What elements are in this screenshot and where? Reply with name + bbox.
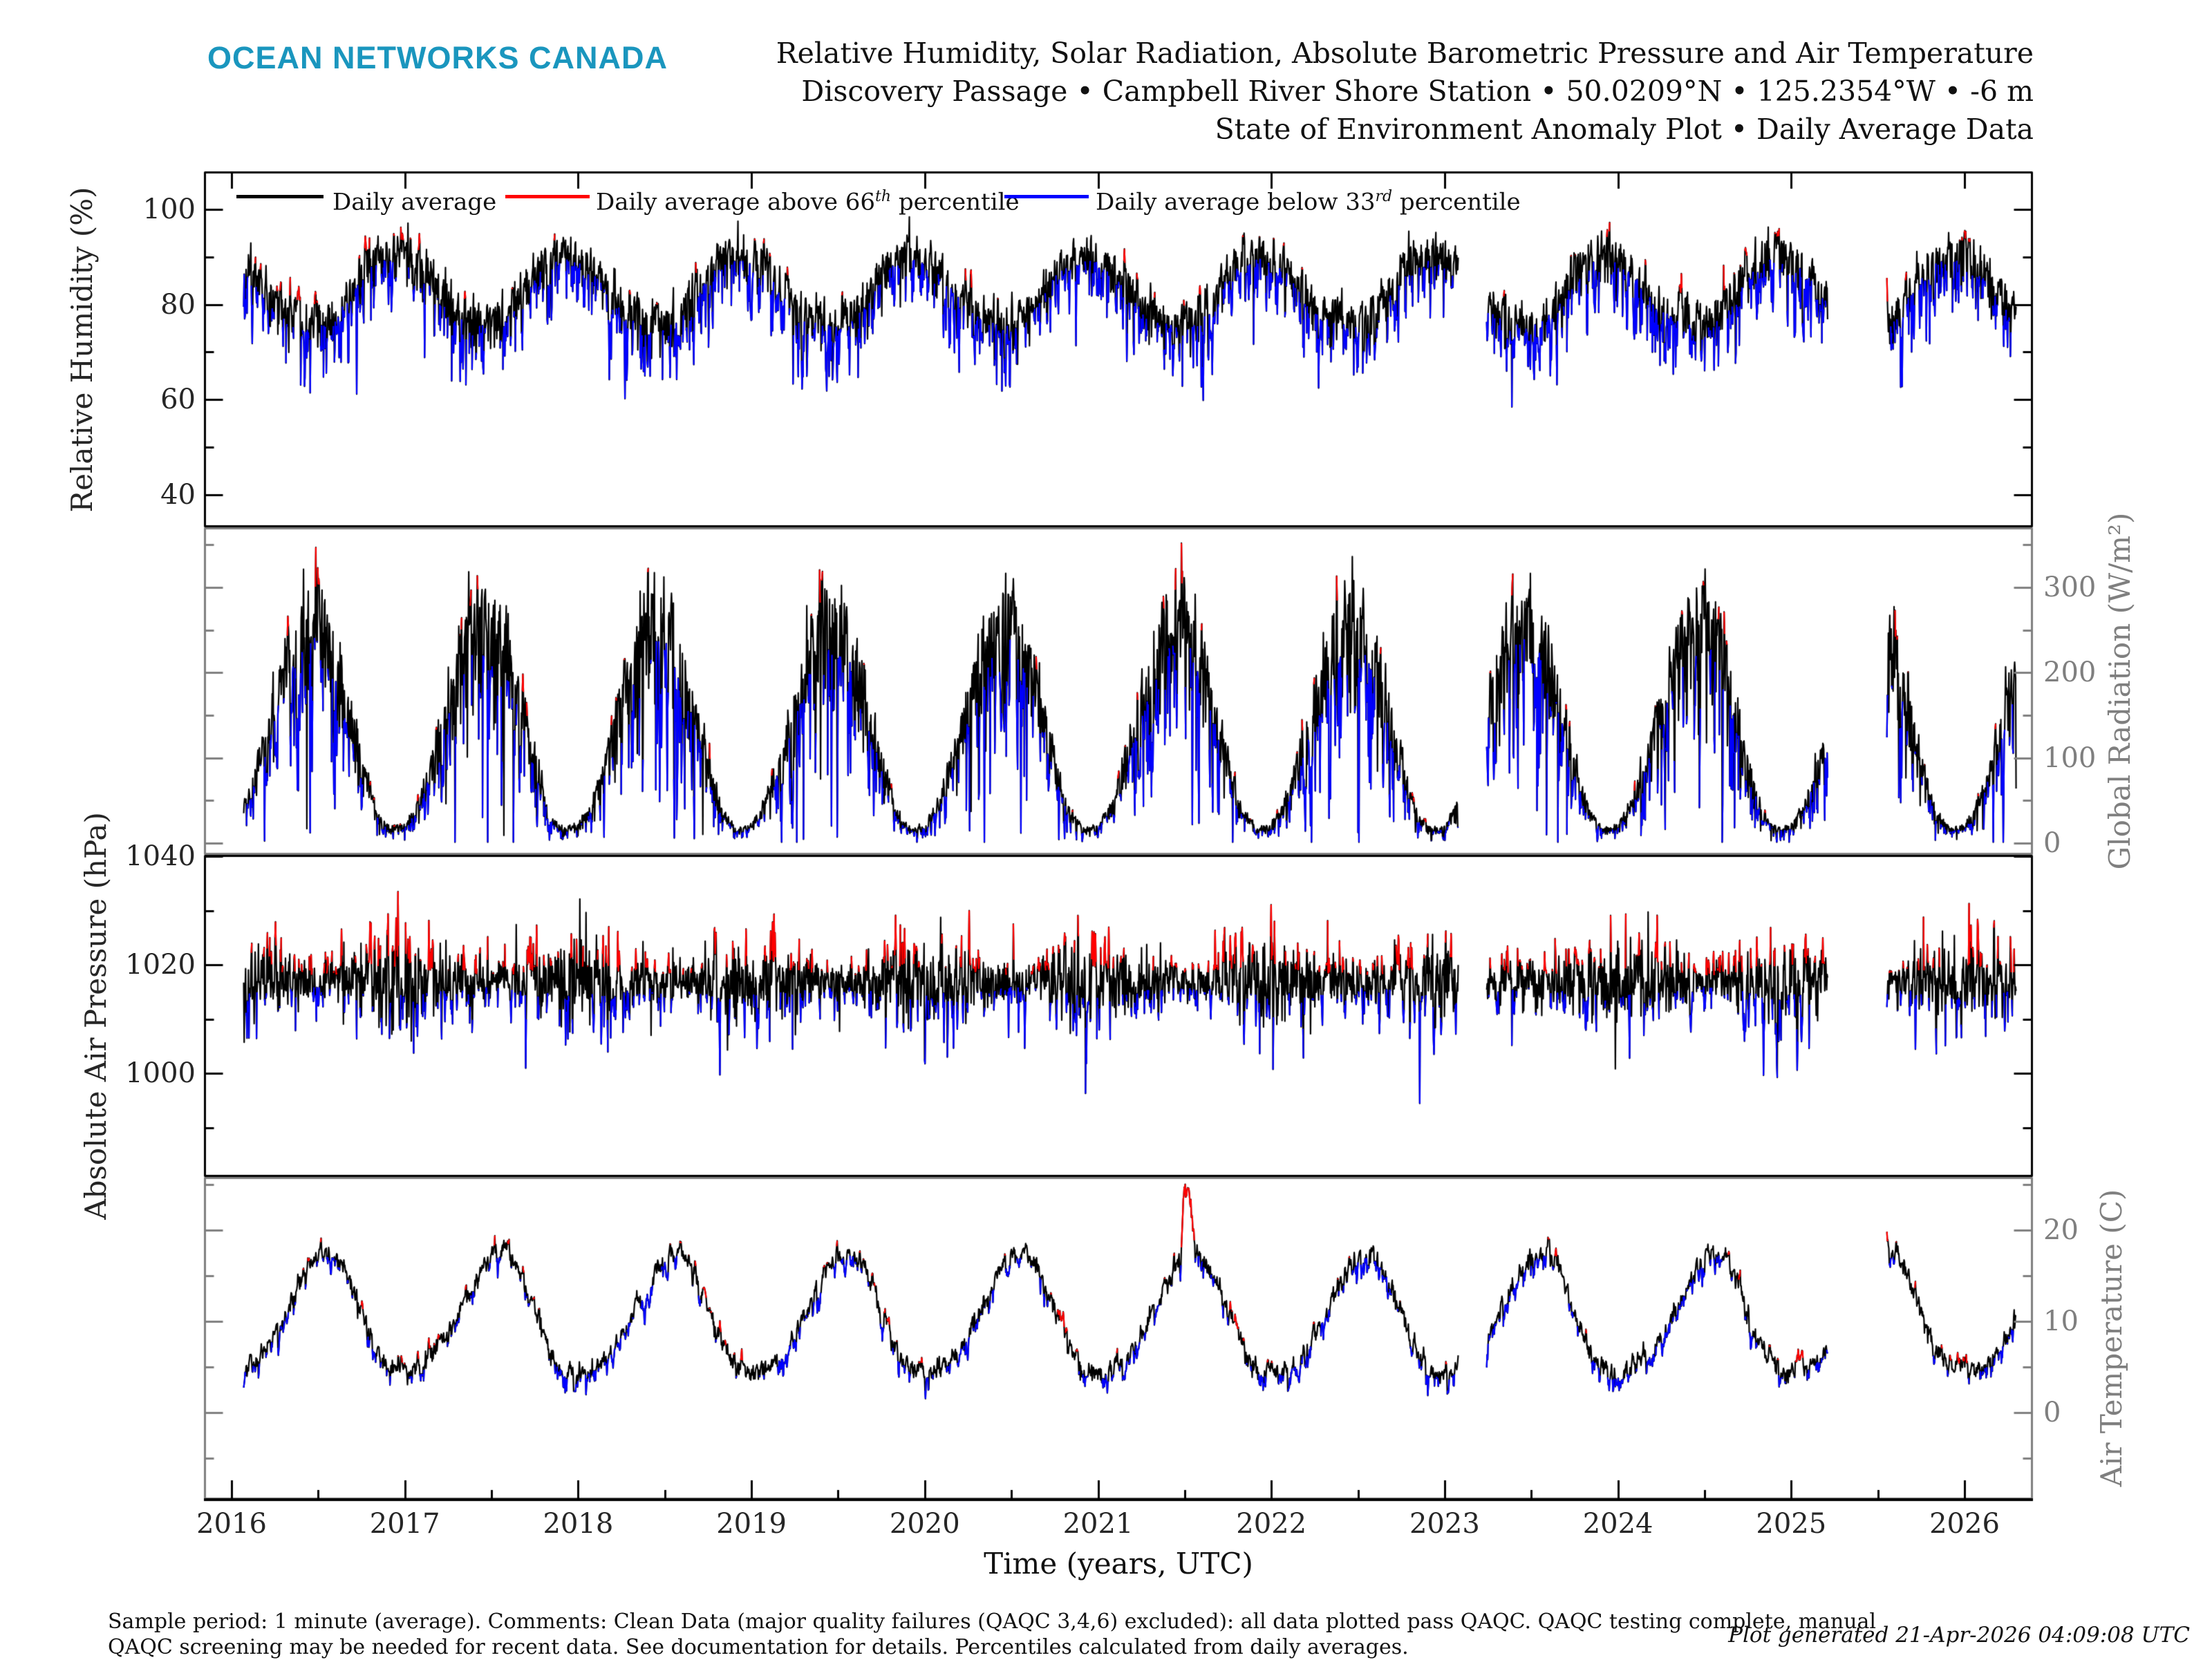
- x-tick-label: 2023: [1409, 1508, 1480, 1540]
- y-axis-label-air-pressure: Absolute Air Pressure (hPa): [78, 812, 113, 1220]
- y-tick-label: 1020: [125, 949, 196, 981]
- y-tick-label: 60: [160, 384, 196, 416]
- legend-line-above-66th: [505, 195, 590, 198]
- title-line-2: Discovery Passage • Campbell River Shore…: [801, 75, 2034, 108]
- x-tick-label: 2017: [369, 1508, 440, 1540]
- x-tick-label: 2025: [1756, 1508, 1827, 1540]
- y-tick-label: 20: [2043, 1214, 2079, 1246]
- title-line-3: State of Environment Anomaly Plot • Dail…: [1215, 113, 2034, 146]
- title-line-1: Relative Humidity, Solar Radiation, Abso…: [776, 37, 2034, 70]
- y-tick-label: 100: [142, 194, 196, 225]
- legend-line-below-33rd: [1004, 195, 1089, 198]
- title-block: Relative Humidity, Solar Radiation, Abso…: [776, 35, 2034, 149]
- footer-line-2: QAQC screening may be needed for recent …: [108, 1635, 1409, 1659]
- x-tick-label: 2019: [716, 1508, 787, 1540]
- x-tick-label: 2021: [1062, 1508, 1134, 1540]
- footer-line-1: Sample period: 1 minute (average). Comme…: [108, 1610, 1877, 1634]
- x-tick-label: 2018: [543, 1508, 614, 1540]
- y-tick-label: 1000: [125, 1057, 196, 1090]
- legend-label-above-66th: Daily average above 66th percentile: [596, 188, 1020, 216]
- y-tick-label: 100: [2043, 742, 2097, 774]
- legend-label-daily-average: Daily average: [332, 188, 497, 216]
- x-axis-title: Time (years, UTC): [984, 1547, 1253, 1581]
- y-tick-label: 0: [2043, 827, 2061, 859]
- y-tick-label: 300: [2043, 572, 2097, 604]
- y-tick-label: 0: [2043, 1397, 2061, 1429]
- x-tick-label: 2020: [889, 1508, 960, 1540]
- x-tick-label: 2016: [196, 1508, 267, 1540]
- footer-notes: Sample period: 1 minute (average). Comme…: [108, 1609, 1876, 1660]
- x-tick-label: 2022: [1236, 1508, 1307, 1540]
- y-tick-label: 10: [2043, 1305, 2079, 1338]
- y-tick-label: 1040: [125, 840, 196, 873]
- onc-logo: OCEAN NETWORKS CANADA: [207, 40, 668, 75]
- x-tick-label: 2026: [1929, 1508, 2000, 1540]
- legend-line-daily-average: [236, 195, 324, 198]
- y-axis-label-global-radiation: Global Radiation (W/m²): [2102, 512, 2137, 870]
- plot-generated-timestamp: Plot generated 21-Apr-2026 04:09:08 UTC: [1728, 1623, 2190, 1648]
- y-tick-label: 200: [2043, 657, 2097, 689]
- legend-label-below-33rd: Daily average below 33rd percentile: [1096, 188, 1521, 216]
- y-tick-label: 80: [160, 288, 196, 321]
- x-tick-label: 2024: [1582, 1508, 1653, 1540]
- y-tick-label: 40: [160, 478, 196, 511]
- y-axis-label-relative-humidity: Relative Humidity (%): [64, 187, 99, 513]
